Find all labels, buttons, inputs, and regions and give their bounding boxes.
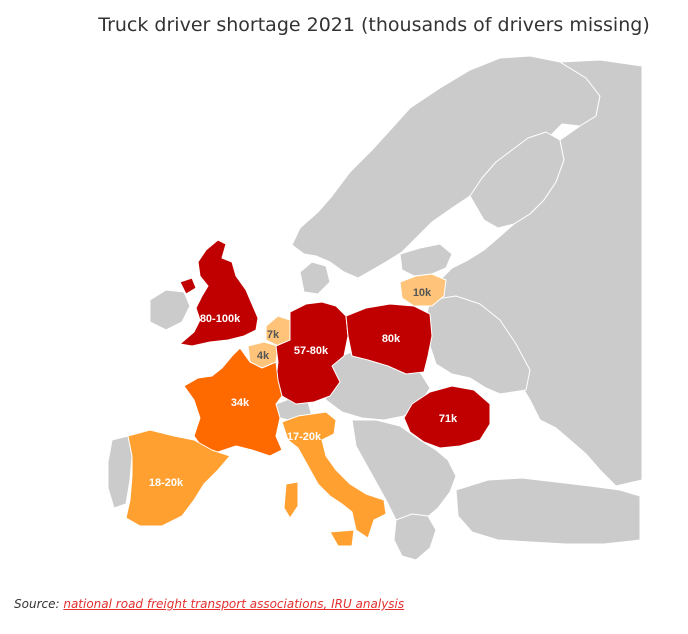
country-italy — [281, 411, 387, 539]
label-romania: 71k — [439, 413, 458, 425]
label-netherlands: 7k — [267, 329, 280, 341]
land-portugal — [107, 435, 133, 509]
land-balkans — [351, 419, 457, 531]
country-romania — [403, 385, 491, 449]
country-united-kingdom — [179, 239, 259, 347]
land-ireland — [149, 289, 191, 331]
label-spain: 18-20k — [149, 477, 184, 489]
label-united-kingdom: 80-100k — [200, 313, 241, 325]
land-scandinavia — [291, 55, 601, 279]
country-france — [183, 347, 283, 457]
country-spain — [125, 429, 231, 527]
chart-title-text: Truck driver shortage 2021 (thousands of… — [98, 14, 650, 36]
source-note: Source: national road freight transport … — [14, 597, 404, 611]
land-denmark — [299, 261, 331, 295]
label-poland: 80k — [382, 333, 401, 345]
label-france: 34k — [231, 397, 250, 409]
source-link[interactable]: national road freight transport associat… — [63, 597, 405, 611]
label-italy: 17-20k — [287, 431, 322, 443]
label-lithuania: 10k — [413, 287, 432, 299]
label-belgium: 4k — [257, 350, 270, 362]
land-turkey — [455, 477, 641, 545]
label-germany: 57-80k — [294, 345, 329, 357]
land-belarus-ukraine — [425, 295, 531, 395]
country-italy-sardinia — [283, 481, 299, 519]
europe-map: 80-100k 7k 4k 57-80k 80k 10k 34k 17-20k … — [107, 55, 643, 561]
value-labels: 80-100k 7k 4k 57-80k 80k 10k 34k 17-20k … — [149, 287, 458, 489]
highlighted-countries — [125, 239, 491, 547]
land-baltics — [399, 243, 453, 277]
chart-title: Truck driver shortage 2021 (thousands of… — [0, 14, 688, 36]
source-prefix: Source: — [14, 597, 64, 611]
country-italy-sicily — [329, 529, 355, 547]
background-land — [107, 55, 643, 561]
country-northern-ireland — [179, 277, 197, 295]
country-germany — [275, 301, 349, 405]
land-greece — [393, 513, 437, 561]
country-lithuania — [399, 273, 447, 307]
country-poland — [345, 303, 433, 375]
